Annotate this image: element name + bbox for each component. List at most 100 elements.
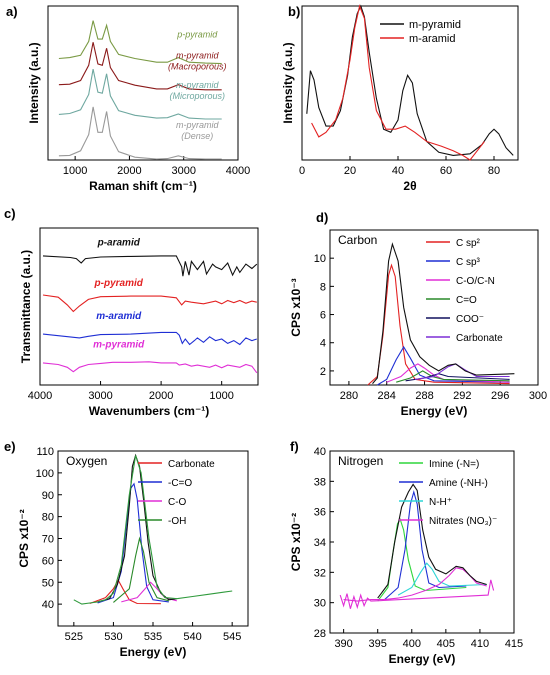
x-tick-label: 390: [334, 638, 352, 650]
x-axis-label: Energy (eV): [120, 645, 187, 659]
series-line-m-pyramid-microporous: [58, 68, 222, 120]
x-tick-label: 3000: [171, 165, 195, 177]
x-tick-label: 530: [104, 631, 122, 643]
legend-label: m-aramid: [409, 33, 455, 45]
x-tick-label: 0: [299, 165, 305, 177]
panel-title: Oxygen: [66, 454, 107, 468]
y-axis-label: CPS x10⁻²: [17, 509, 31, 567]
axes-frame: [301, 5, 519, 161]
legend-label: Nitrates (NO₃)⁻: [429, 516, 497, 527]
axes-frame: [329, 229, 539, 386]
series-line-m-pyramid-macroporous: [58, 42, 222, 91]
panel-label: e): [4, 439, 16, 454]
y-axis-label: CPS x10⁻²: [289, 513, 303, 571]
y-tick-label: 4: [320, 338, 326, 350]
y-tick-label: 32: [314, 567, 326, 579]
panel-title: Carbon: [338, 233, 377, 247]
chart-panel-d: d) 280 284 288 292 296 300 2 4 6 8 10 Energy (eV) CPS…: [289, 210, 547, 418]
chart-panel-e: e) 525 530 535 540 545 40 50 60 70 80 90 100 110 Energ…: [4, 439, 249, 659]
x-tick-label: 535: [144, 631, 162, 643]
series-line-p-pyramid: [58, 20, 222, 65]
series-line-m-aramid: [42, 331, 257, 346]
series-line-carbonate: [89, 578, 161, 605]
chart-panel-b: b) 0 20 40 60 80 2θ Intensity (a.u.) m-pyramid m-…: [281, 4, 519, 193]
series-label: (Macroporous): [168, 62, 227, 72]
series-label: m-pyramid: [93, 339, 145, 350]
x-tick-label: 284: [378, 390, 396, 402]
panel-label: c): [4, 206, 16, 221]
x-tick-label: 288: [415, 390, 433, 402]
legend-label: Carbonate: [456, 333, 503, 344]
series-label: p-aramid: [97, 237, 141, 248]
series-line-m-pyramid-dense: [58, 106, 222, 160]
x-tick-label: 296: [491, 390, 509, 402]
series-line-imine-n: [377, 517, 467, 602]
x-tick-label: 2000: [149, 390, 173, 402]
x-tick-label: 400: [403, 638, 421, 650]
chart-panel-a: a) 1000 2000 3000 4000 Raman shift (cm⁻¹) Inte…: [6, 4, 250, 193]
x-tick-label: 525: [65, 631, 83, 643]
chart-panel-c: c) 4000 3000 2000 1000 Wavenumbers (cm⁻¹) Tran…: [4, 206, 259, 418]
x-tick-label: 545: [223, 631, 241, 643]
x-tick-label: 40: [392, 165, 404, 177]
legend-label: N-H⁺: [429, 497, 452, 508]
x-tick-label: 4000: [28, 390, 52, 402]
series-line-m-aramid: [311, 4, 485, 161]
series-line-m-pyramid: [42, 361, 258, 374]
legend-label: C sp²: [456, 238, 481, 249]
series-line-p-aramid: [42, 255, 258, 277]
x-axis-label: Energy (eV): [389, 652, 456, 666]
y-axis-label: Intensity (a.u.): [281, 42, 295, 123]
x-tick-label: 2000: [117, 165, 141, 177]
panel-label: b): [288, 4, 300, 19]
x-axis-label: Raman shift (cm⁻¹): [89, 179, 197, 193]
series-label: m-pyramid: [176, 80, 219, 90]
series-label: p-pyramid: [94, 278, 144, 289]
series-line-c-o: [396, 370, 510, 383]
series-line-total: [377, 483, 487, 599]
legend-label: COO⁻: [456, 314, 484, 325]
x-tick-label: 3000: [88, 390, 112, 402]
x-tick-label: 280: [340, 390, 358, 402]
y-tick-label: 70: [42, 534, 54, 546]
y-axis-label: Transmittance (a.u.): [19, 250, 33, 363]
x-tick-label: 395: [369, 638, 387, 650]
y-tick-label: 60: [42, 555, 54, 567]
x-tick-label: 415: [505, 638, 523, 650]
series-line-data-noisy: [339, 579, 495, 610]
series-line-n-h: [397, 562, 487, 596]
legend-label: Carbonate: [168, 459, 215, 470]
x-tick-label: 540: [183, 631, 201, 643]
y-tick-label: 8: [320, 281, 326, 293]
y-tick-label: 10: [314, 253, 326, 265]
x-tick-label: 405: [437, 638, 455, 650]
series-line-oh: [113, 536, 169, 603]
series-label: m-pyramid: [176, 120, 219, 130]
x-tick-label: 60: [440, 165, 452, 177]
series-line-c-sp: [377, 345, 510, 386]
x-axis-label: 2θ: [403, 179, 416, 193]
y-axis-label: CPS x10⁻³: [289, 278, 303, 336]
y-tick-label: 80: [42, 512, 54, 524]
series-line-amine-nh: [384, 489, 467, 601]
series-line-total: [97, 453, 177, 603]
panel-label: d): [316, 210, 328, 225]
legend-label: Amine (-NH-): [429, 478, 488, 489]
axes-frame: [39, 227, 259, 386]
series-line-p-pyramid: [42, 294, 257, 313]
axes-frame: [47, 5, 239, 161]
legend-label: m-pyramid: [409, 19, 461, 31]
y-tick-label: 36: [314, 507, 326, 519]
legend-label: -C=O: [168, 478, 192, 489]
x-tick-label: 1000: [63, 165, 87, 177]
y-tick-label: 40: [42, 599, 54, 611]
y-axis-label: Intensity (a.u.): [27, 42, 41, 123]
series-label: m-pyramid: [176, 51, 219, 61]
y-tick-label: 34: [314, 537, 326, 549]
x-axis-label: Energy (eV): [401, 404, 468, 418]
panel-title: Nitrogen: [338, 454, 383, 468]
chart-panel-f: f) 390 395 400 405 410 415 28 30 32 34 36 38 40 Energy…: [289, 439, 523, 666]
x-axis-label: Wavenumbers (cm⁻¹): [89, 404, 210, 418]
series-line-total: [372, 242, 515, 384]
